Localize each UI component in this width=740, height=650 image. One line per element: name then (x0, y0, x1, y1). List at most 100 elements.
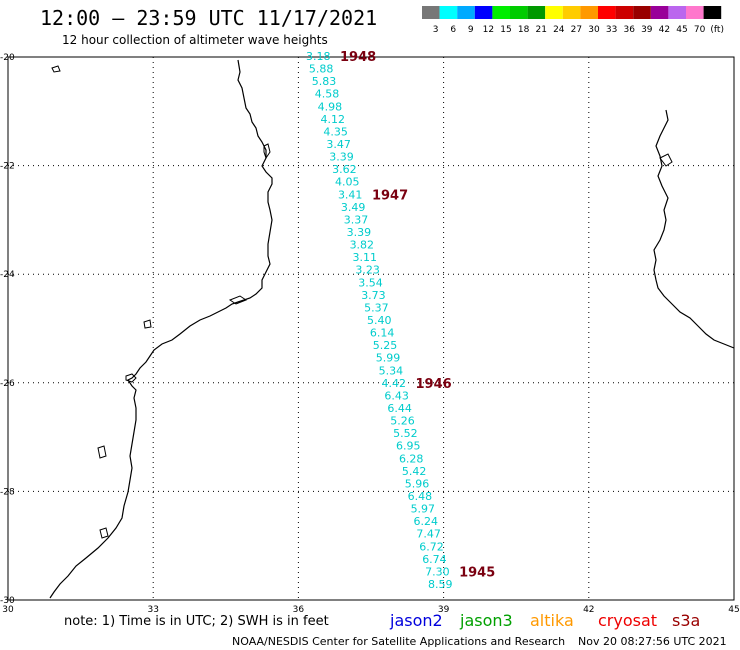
swh-value: 3.62 (332, 163, 357, 176)
swh-value: 3.37 (344, 213, 369, 226)
scale-label: (ft) (710, 25, 724, 35)
swh-value: 6.72 (419, 540, 444, 553)
lat-label: -30 (0, 596, 15, 606)
scale-label: 30 (588, 25, 600, 35)
swh-value: 5.40 (367, 314, 392, 327)
swh-value: 3.39 (329, 151, 354, 164)
scale-swatch (615, 6, 634, 19)
swh-value: 4.05 (335, 176, 360, 189)
pass-time-label: 1946 (416, 377, 452, 392)
scale-label: 70 (694, 25, 706, 35)
map-area (7, 56, 735, 601)
scale-label: 12 (483, 25, 494, 35)
scale-label: 36 (623, 25, 635, 35)
lake-marker-5 (99, 527, 109, 539)
map-title: 12:00 – 23:59 UTC 11/17/2021 (40, 6, 377, 30)
lon-label: 36 (293, 605, 305, 615)
map-frame (7, 56, 735, 601)
scale-swatch (668, 6, 686, 19)
pass-time-label: 1945 (459, 565, 495, 580)
scale-label: 21 (535, 25, 546, 35)
island-bazaruto (263, 143, 271, 160)
scale-swatch (457, 6, 475, 19)
lat-label: -26 (0, 379, 15, 389)
swh-value: 4.58 (315, 88, 340, 101)
swh-value: 6.48 (408, 490, 433, 503)
scale-swatch (562, 6, 581, 19)
pass-time-label: 1947 (372, 188, 408, 203)
scale-label: 45 (676, 25, 687, 35)
swh-value: 5.34 (379, 364, 404, 377)
lon-label: 30 (2, 605, 14, 615)
scale-swatch (545, 6, 563, 19)
swh-value: 3.73 (361, 289, 386, 302)
swh-value: 7.47 (416, 528, 441, 541)
scale-swatch (439, 6, 458, 19)
scale-swatch (686, 6, 704, 19)
swh-value: 5.88 (309, 63, 334, 76)
swh-value: 5.25 (373, 339, 398, 352)
longitude-labels: 30 33 36 39 42 45 (2, 605, 739, 615)
altimeter-track: 3.185.885.834.584.984.124.353.473.393.62… (306, 50, 495, 591)
scale-swatch (510, 6, 528, 19)
footer-credit: NOAA/NESDIS Center for Satellite Applica… (232, 635, 565, 648)
coast-island-madagascar (659, 153, 673, 167)
swh-value: 3.47 (326, 138, 351, 151)
swh-value: 4.98 (318, 100, 343, 113)
swh-value: 4.12 (321, 113, 346, 126)
lon-label: 39 (438, 605, 450, 615)
lon-label: 42 (583, 605, 594, 615)
swh-value: 6.28 (399, 452, 424, 465)
lat-label: -28 (0, 487, 15, 497)
swh-value: 6.43 (384, 389, 409, 402)
swh-value: 7.30 (425, 565, 450, 578)
latitude-labels: -20 -22 -24 -26 -28 -30 (0, 53, 15, 606)
scale-label: 39 (641, 25, 653, 35)
swh-value: 5.26 (390, 415, 415, 428)
lat-label: -22 (0, 162, 15, 172)
scale-swatch (598, 6, 616, 19)
swh-value: 3.82 (350, 239, 375, 252)
swh-value: 3.23 (355, 264, 380, 277)
scale-label: 42 (659, 25, 670, 35)
swh-value: 6.44 (387, 402, 412, 415)
mission-label: cryosat (598, 611, 657, 630)
swh-value: 5.99 (376, 352, 401, 365)
swh-value: 6.95 (396, 440, 421, 453)
scale-label: 27 (571, 25, 582, 35)
swh-value: 5.96 (405, 477, 430, 490)
lat-label: -24 (0, 270, 15, 280)
map-subtitle: 12 hour collection of altimeter wave hei… (62, 33, 328, 47)
scale-swatch (474, 6, 493, 19)
scale-label: 33 (606, 25, 617, 35)
lake-marker-2 (143, 319, 152, 329)
mission-label: altika (530, 611, 574, 630)
scale-swatch (527, 6, 546, 19)
mission-legend: jason2 jason3 altika cryosat s3a (389, 611, 700, 630)
swh-value: 4.35 (323, 125, 348, 138)
wave-height-color-scale: 3 6 9 12 15 18 21 24 27 30 33 36 39 42 45 70 (ft) (422, 6, 724, 35)
swh-value: 3.18 (306, 50, 331, 63)
swh-value: 3.49 (341, 201, 366, 214)
lon-label: 45 (728, 605, 739, 615)
coastline-madagascar (653, 109, 735, 349)
mission-label: jason2 (389, 611, 443, 630)
scale-label: 24 (553, 25, 565, 35)
swh-value: 5.37 (364, 301, 389, 314)
swh-value: 5.52 (393, 427, 418, 440)
swh-value: 3.54 (358, 276, 383, 289)
swh-value: 3.11 (352, 251, 377, 264)
swh-value: 3.39 (347, 226, 372, 239)
footer-note: note: 1) Time is in UTC; 2) SWH is in fe… (64, 614, 329, 629)
scale-swatch (703, 6, 722, 19)
island-inhaca (125, 373, 137, 383)
swh-value: 3.41 (338, 188, 363, 201)
scale-label: 9 (468, 25, 474, 35)
mission-label: jason3 (459, 611, 513, 630)
lat-lon-grid (8, 57, 734, 600)
swh-value: 8.59 (428, 578, 453, 591)
swh-value: 6.74 (422, 553, 447, 566)
lon-label: 33 (147, 605, 158, 615)
scale-swatch (492, 6, 510, 19)
scale-label: 6 (450, 25, 456, 35)
